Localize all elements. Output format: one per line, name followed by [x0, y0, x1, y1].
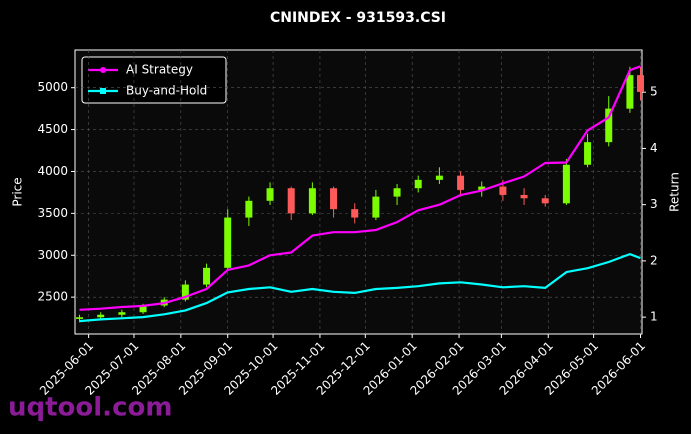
candle-body	[414, 179, 422, 189]
candle-body	[97, 314, 105, 318]
y-axis-label: Price	[11, 177, 25, 206]
candle-body	[118, 312, 126, 315]
y-tick-label: 2500	[37, 290, 68, 304]
watermark: uqtool.com	[8, 393, 172, 423]
candle-body	[308, 188, 316, 214]
legend-marker	[100, 67, 106, 73]
y2-axis-label: Return	[668, 172, 682, 212]
line-series	[79, 253, 641, 323]
y2-tick-label: 5	[650, 85, 658, 99]
y2-tick-label: 1	[650, 310, 658, 324]
candle-body	[181, 284, 189, 300]
candle-body	[224, 217, 232, 268]
y-tick-label: 3500	[37, 206, 68, 220]
candle-body	[266, 188, 274, 201]
y-tick-label: 4000	[37, 164, 68, 178]
legend-label: AI Strategy	[126, 63, 193, 77]
candle-body	[520, 194, 528, 199]
y-tick-label: 5000	[37, 80, 68, 94]
chart-title: CNINDEX - 931593.CSI	[270, 10, 446, 26]
candle-body	[203, 267, 211, 285]
y-tick-label: 3000	[37, 248, 68, 262]
candle-body	[76, 317, 84, 319]
candle-body	[393, 188, 401, 197]
y2-tick-label: 2	[650, 253, 658, 267]
candle-body	[499, 186, 507, 195]
line-series	[79, 65, 641, 311]
candle-body	[287, 188, 295, 214]
candle-body	[330, 188, 338, 210]
candle-body	[351, 209, 359, 218]
candle-body	[139, 305, 147, 313]
candle-body	[478, 186, 486, 190]
candle-body	[636, 75, 644, 92]
candle-body	[605, 108, 613, 143]
candle-body	[562, 164, 570, 204]
candle-body	[541, 198, 549, 204]
y-tick-label: 4500	[37, 122, 68, 136]
candle-body	[584, 142, 592, 165]
legend: AI Strategy Buy-and-Hold	[81, 56, 227, 104]
legend-label: Buy-and-Hold	[126, 84, 207, 98]
candle-body	[435, 175, 443, 180]
candle-body	[457, 175, 465, 190]
candle-body	[626, 75, 634, 109]
legend-marker	[100, 88, 106, 94]
candle-body	[245, 200, 253, 218]
candle-body	[372, 196, 380, 218]
y2-tick-label: 4	[650, 141, 658, 155]
y2-tick-label: 3	[650, 197, 658, 211]
